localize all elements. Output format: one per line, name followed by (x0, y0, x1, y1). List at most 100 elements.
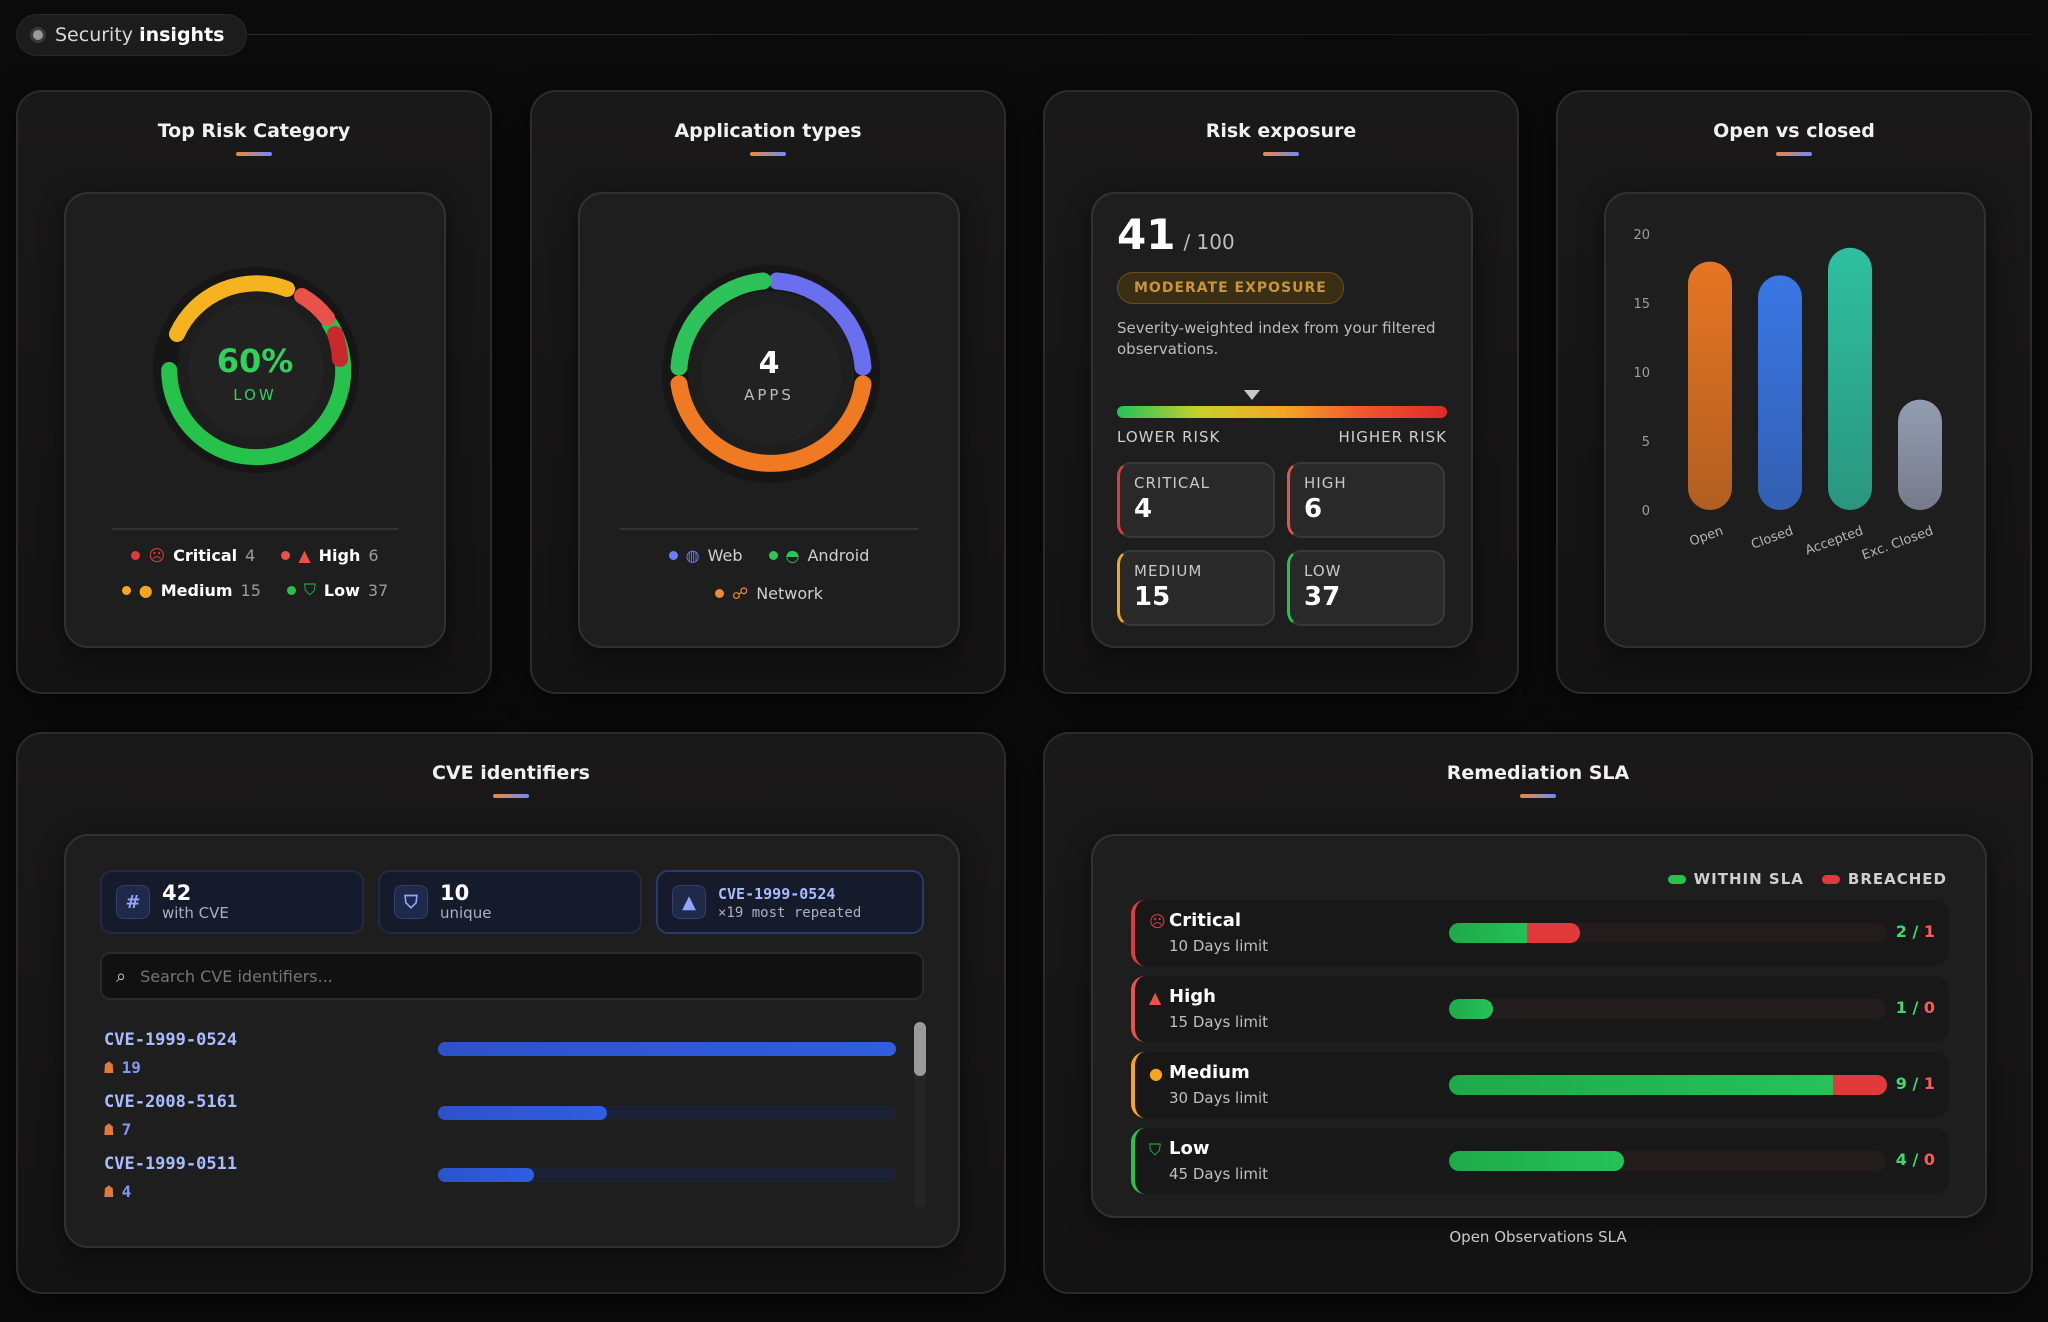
warning-icon: ▲ (1149, 988, 1162, 1007)
severity-card-high[interactable]: HIGH 6 (1287, 462, 1445, 538)
legend-within-sla: WITHIN SLA (1667, 870, 1804, 888)
sla-severity-name: Low (1169, 1138, 1210, 1159)
panel-title: Remediation SLA (1446, 762, 1630, 784)
warning-icon: ▲ (298, 546, 311, 565)
severity-card-medium[interactable]: MEDIUM 15 (1117, 550, 1275, 626)
sla-bar-track (1449, 999, 1887, 1019)
cve-panel: CVE identifiers # 42 with CVE ⛉ 10 unique … (16, 732, 1006, 1294)
title-underline (750, 152, 786, 156)
sla-ratio: 4 / 0 (1895, 1150, 1935, 1169)
legend-item-low[interactable]: ⛉ Low 37 (286, 580, 388, 600)
cve-bar-track (438, 1042, 896, 1056)
cve-count: ☗ 19 (104, 1058, 141, 1077)
sla-ratio: 2 / 1 (1895, 922, 1935, 941)
sla-severity-name: Medium (1169, 1062, 1250, 1083)
donut-center-value: 4 (758, 346, 780, 381)
apps-legend-row-1: ◍ Web ◓ Android (580, 546, 958, 565)
y-tick-label: 20 (1633, 228, 1650, 243)
donut-seg-high (294, 288, 335, 326)
exposure-score: 41 / 100 (1117, 210, 1235, 259)
sla-limit: 30 Days limit (1169, 1089, 1269, 1107)
cve-scrollbar[interactable] (914, 1022, 926, 1208)
sla-row-medium[interactable]: ● Medium 30 Days limit 9 / 1 (1131, 1052, 1949, 1118)
legend-item-android[interactable]: ◓ Android (768, 546, 869, 565)
x-tick-label: Closed (1749, 524, 1795, 553)
sla-bar-breached (1526, 923, 1581, 943)
search-input[interactable] (138, 965, 908, 987)
legend-divider (112, 528, 398, 530)
exposure-card: 41 / 100 MODERATE EXPOSURE Severity-weig… (1091, 192, 1473, 648)
sla-ratio: 9 / 1 (1895, 1074, 1935, 1093)
sla-legend: WITHIN SLA BREACHED (1667, 870, 1947, 888)
severity-card-low[interactable]: LOW 37 (1287, 550, 1445, 626)
stat-unique[interactable]: ⛉ 10 unique (378, 870, 642, 934)
bar-open[interactable] (1688, 261, 1732, 510)
title-underline (1776, 152, 1812, 156)
cve-search-field[interactable]: ⌕ (100, 952, 924, 1000)
sla-panel: Remediation SLA WITHIN SLA BREACHED ☹ Cri… (1043, 732, 2033, 1294)
search-icon: ⌕ (116, 965, 127, 987)
legend-item-medium[interactable]: ● Medium 15 (121, 580, 261, 600)
stat-with-cve[interactable]: # 42 with CVE (100, 870, 364, 934)
sla-bar-within (1449, 1075, 1844, 1095)
sla-row-critical[interactable]: ☹ Critical 10 Days limit 2 / 1 (1131, 900, 1949, 966)
sla-row-high[interactable]: ▲ High 15 Days limit 1 / 0 (1131, 976, 1949, 1042)
legend-item-critical[interactable]: ☹ Critical 4 (131, 546, 255, 565)
sla-limit: 45 Days limit (1169, 1165, 1269, 1183)
panel-title: Application types (674, 120, 862, 142)
sla-bar-within (1449, 1151, 1625, 1171)
exposure-badge: MODERATE EXPOSURE (1117, 272, 1344, 304)
android-icon: ◓ (785, 546, 800, 565)
shield-icon: ⛉ (1149, 1140, 1162, 1159)
stat-most-repeated[interactable]: ▲ CVE-1999-0524 ×19 most repeated (656, 870, 924, 934)
sla-limit: 10 Days limit (1169, 937, 1269, 955)
sla-card: WITHIN SLA BREACHED ☹ Critical 10 Days lim… (1091, 834, 1987, 1218)
cve-count: ☗ 7 (104, 1120, 132, 1139)
scale-high-label: HIGHER RISK (1338, 428, 1447, 446)
open-closed-panel: Open vs closed 0 5 10 15 20 Open Closed Accepte… (1556, 90, 2032, 694)
scrollbar-thumb[interactable] (914, 1022, 926, 1076)
warning-icon: ▲ (672, 885, 706, 919)
sla-row-low[interactable]: ⛉ Low 45 Days limit 4 / 0 (1131, 1128, 1949, 1194)
top-risk-panel: Top Risk Category 60% LOW ☹ Critical 4 ▲ Hi… (16, 90, 492, 694)
fire-icon: ☗ (104, 1120, 114, 1139)
donut-seg-medium (169, 275, 295, 342)
cve-id[interactable]: CVE-2008-5161 (104, 1092, 238, 1112)
severity-card-critical[interactable]: CRITICAL 4 (1117, 462, 1275, 538)
header-divider (246, 34, 2032, 35)
alert-circle-icon: ● (138, 580, 153, 600)
fire-icon: ☗ (104, 1182, 114, 1201)
donut-seg-android (670, 272, 772, 376)
x-tick-label: Exc. Closed (1860, 524, 1935, 564)
apps-donut-chart (662, 265, 880, 483)
cve-id[interactable]: CVE-1999-0511 (104, 1154, 238, 1174)
status-dot (33, 30, 43, 40)
risk-donut-chart (153, 267, 359, 473)
scale-low-label: LOWER RISK (1117, 428, 1221, 446)
section-pill[interactable]: Security insights (16, 14, 248, 56)
donut-seg-network (670, 375, 872, 472)
sla-footer: Open Observations SLA (1449, 1228, 1627, 1246)
donut-seg-low (161, 315, 352, 466)
legend-item-web[interactable]: ◍ Web (668, 546, 743, 565)
sla-bar-breached (1833, 1075, 1887, 1095)
bar-accepted[interactable] (1828, 247, 1872, 511)
panel-title: Risk exposure (1205, 120, 1357, 142)
bar-closed[interactable] (1758, 275, 1802, 510)
cve-bar-track (438, 1168, 896, 1182)
risk-legend-row-1: ☹ Critical 4 ▲ High 6 (66, 546, 444, 565)
cve-bar (438, 1042, 896, 1056)
legend-item-network[interactable]: ☍ Network (714, 584, 823, 603)
y-tick-label: 0 (1642, 504, 1650, 519)
cve-bar-track (438, 1106, 896, 1120)
section-title: Security insights (55, 24, 225, 46)
legend-item-high[interactable]: ▲ High 6 (281, 546, 379, 565)
sla-bar-track (1449, 1151, 1887, 1171)
shield-icon: ⛉ (394, 885, 428, 919)
bar-exc-closed[interactable] (1898, 399, 1942, 510)
shield-icon: ⛉ (303, 580, 316, 599)
cve-id[interactable]: CVE-1999-0524 (104, 1030, 238, 1050)
apps-donut-card: 4 APPS ◍ Web ◓ Android ☍ Network (578, 192, 960, 648)
alert-circle-icon: ● (1149, 1064, 1163, 1083)
title-underline (1520, 794, 1556, 798)
